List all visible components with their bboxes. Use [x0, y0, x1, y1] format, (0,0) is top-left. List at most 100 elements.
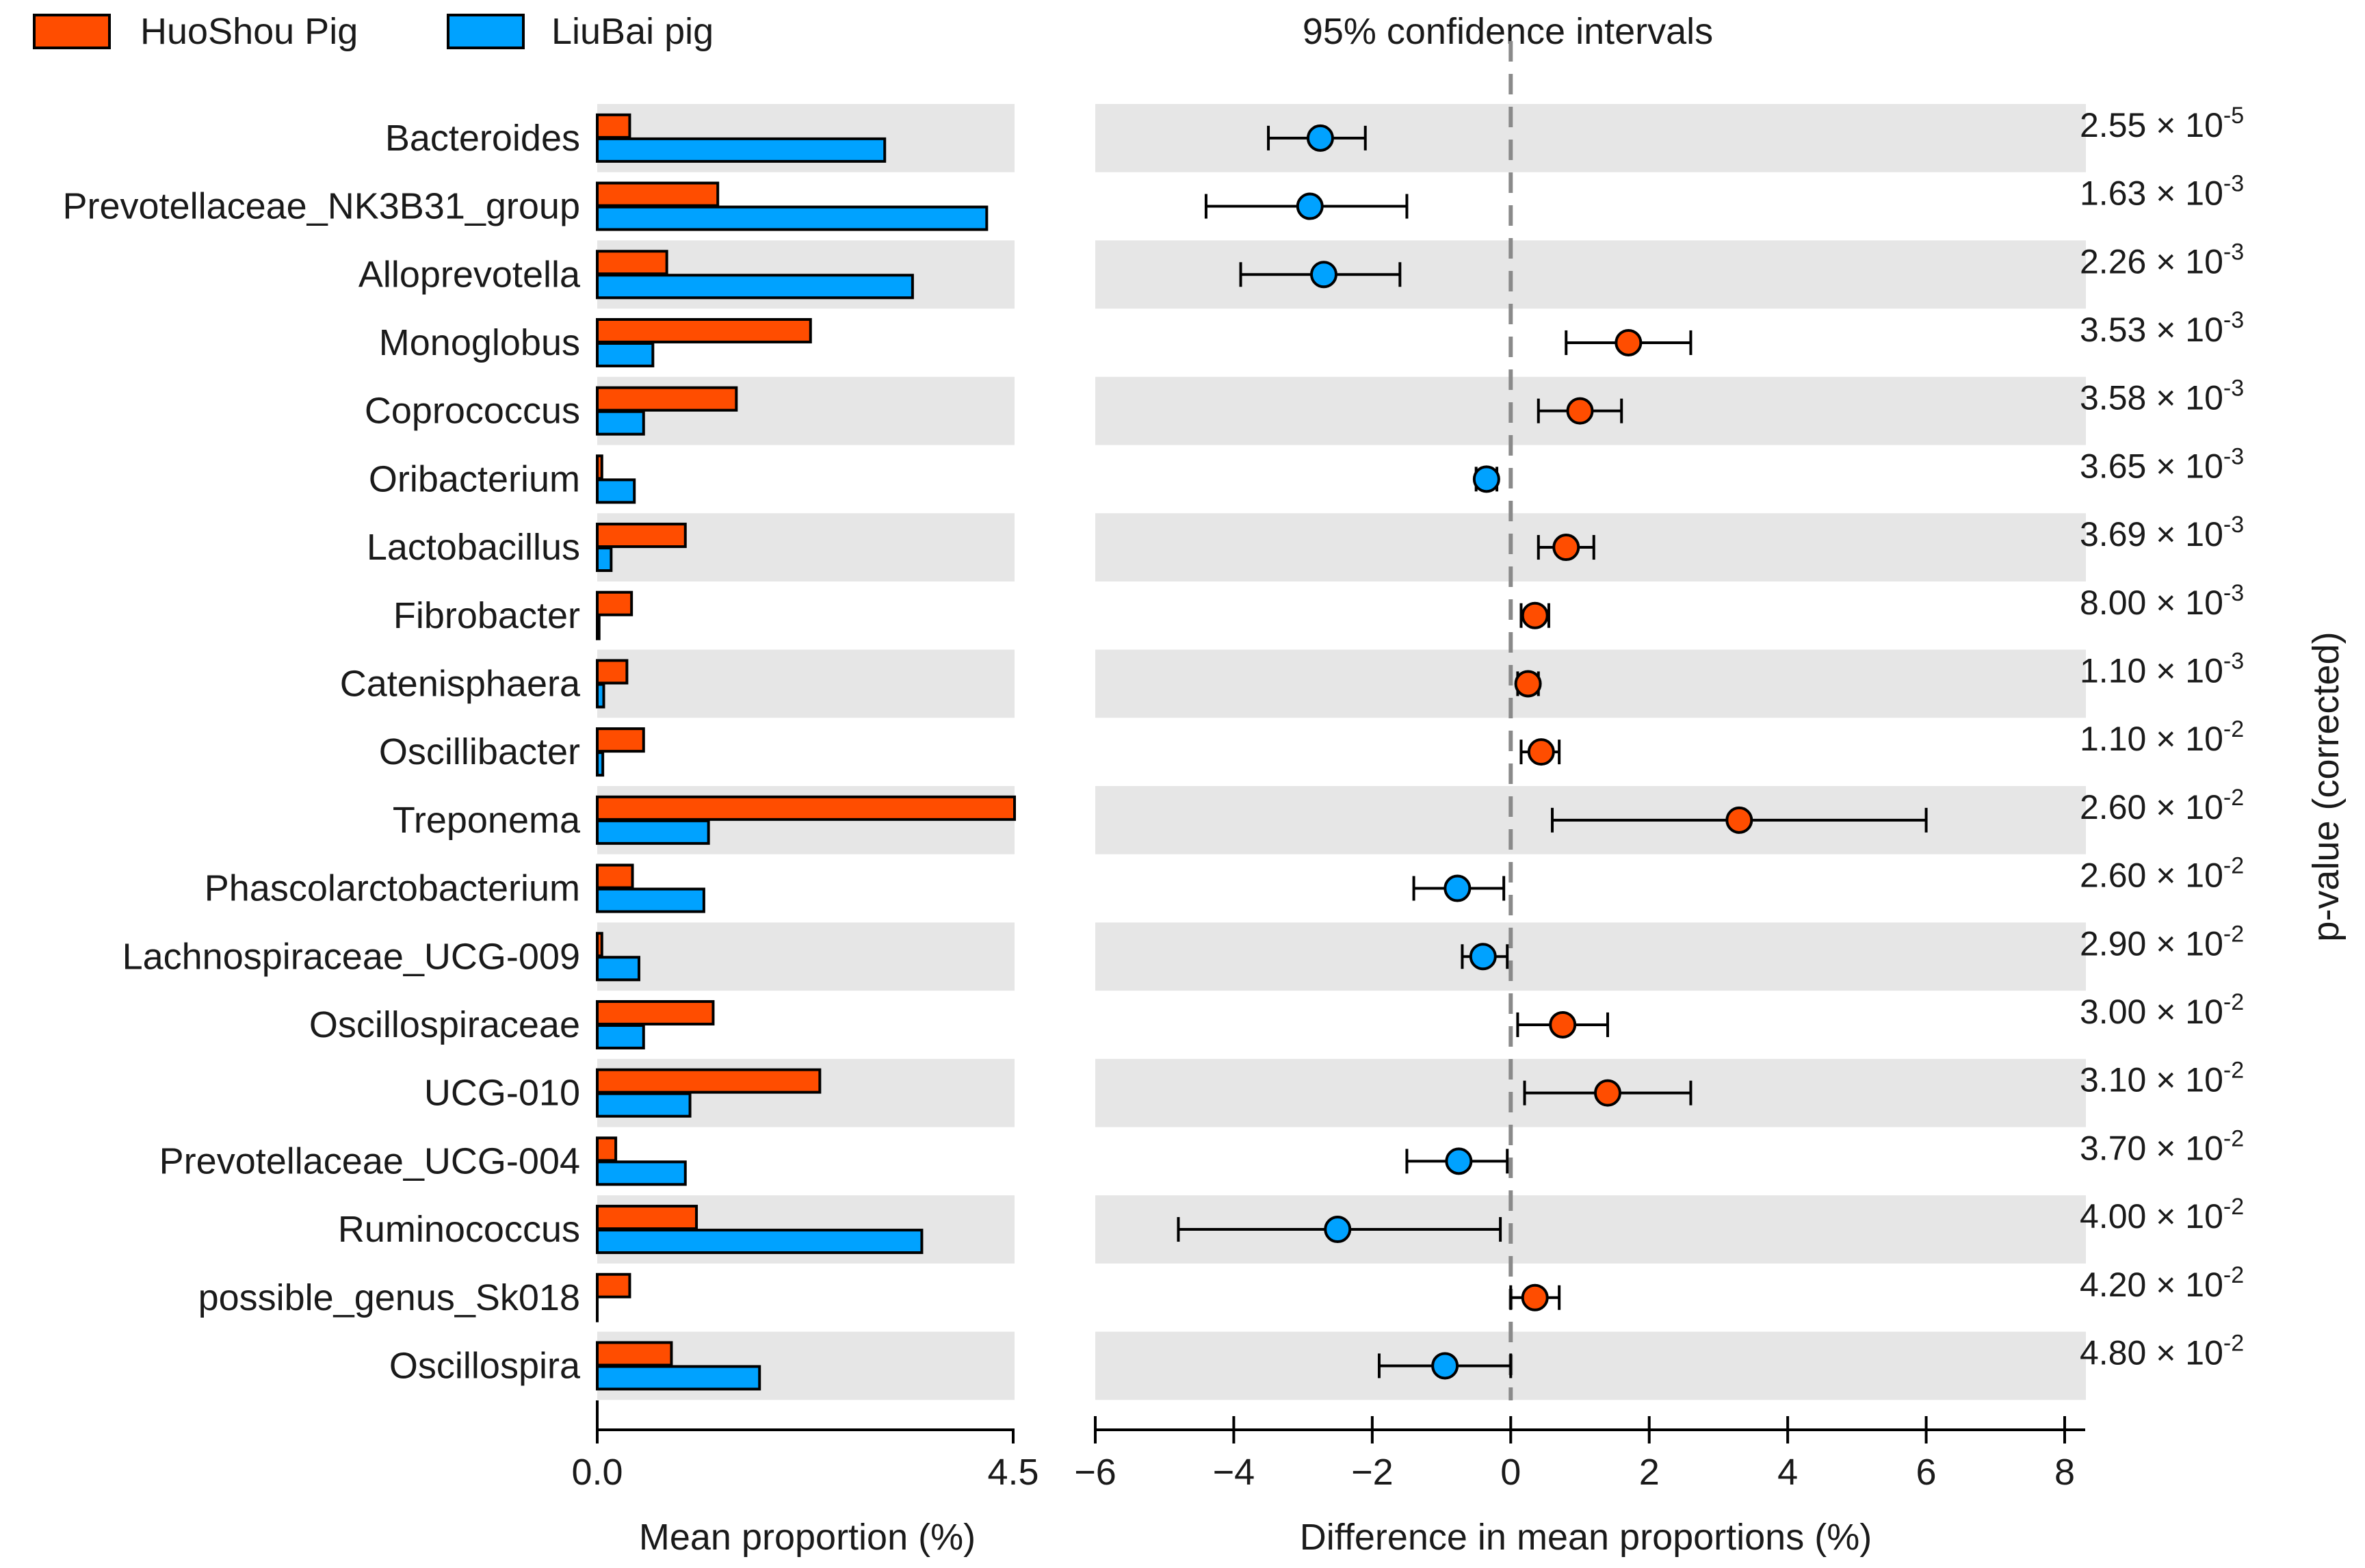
data-row: Oscillospiraceae 3.00 × 10-2 — [309, 989, 2244, 1049]
p-value: 1.10 × 10-3 — [2080, 648, 2244, 690]
bar-huoshou — [596, 727, 645, 753]
data-rows: Bacteroides 2.55 × 10-5 Prevotellaceae_NK3… — [62, 103, 2244, 1391]
p-value: 3.65 × 10-3 — [2080, 443, 2244, 485]
bar-huoshou — [596, 386, 738, 412]
diff-point — [1527, 738, 1555, 766]
legend-swatch-huoshou — [33, 14, 111, 49]
genus-label: Prevotellaceae_UCG-004 — [159, 1140, 580, 1181]
data-row: Prevotellaceae_UCG-004 3.70 × 10-2 — [159, 1125, 2244, 1186]
bar-liubai — [596, 1229, 924, 1255]
data-row: Prevotellaceae_NK3B31_group 1.63 × 10-3 — [62, 171, 2244, 231]
diff-point — [1472, 465, 1500, 493]
p-value: 1.10 × 10-2 — [2080, 716, 2244, 758]
bar-liubai — [596, 887, 705, 913]
data-row: possible_genus_Sk018 4.20 × 10-2 — [198, 1262, 2244, 1322]
p-value: 3.10 × 10-2 — [2080, 1058, 2244, 1099]
diff-point — [1593, 1079, 1621, 1107]
bar-huoshou — [596, 113, 631, 139]
p-value: 3.69 × 10-3 — [2080, 512, 2244, 553]
diff-point — [1310, 261, 1338, 289]
bar-huoshou — [596, 590, 633, 616]
data-row: Lactobacillus 3.69 × 10-3 — [367, 512, 2244, 573]
row-stripe-right — [1095, 922, 2086, 991]
row-stripe-left — [597, 922, 1015, 991]
right-tick-label: −6 — [1074, 1452, 1116, 1493]
diff-point — [1306, 124, 1334, 152]
genus-label: possible_genus_Sk018 — [198, 1277, 580, 1318]
bar-huoshou — [596, 999, 715, 1025]
bar-liubai — [596, 1160, 687, 1186]
p-value: 3.00 × 10-2 — [2080, 989, 2244, 1031]
genus-label: UCG-010 — [424, 1073, 580, 1114]
row-stripe-left — [597, 649, 1015, 718]
genus-label: Catenisphaera — [340, 663, 581, 704]
genus-label: Monoglobus — [379, 322, 580, 363]
p-value: 1.63 × 10-3 — [2080, 171, 2244, 213]
ci-title: 95% confidence intervals — [1303, 11, 1713, 52]
genus-label: Treponema — [393, 800, 581, 841]
data-row: Oscillospira 4.80 × 10-2 — [389, 1330, 2244, 1391]
diff-point — [1521, 1283, 1549, 1311]
data-row: Oribacterium 3.65 × 10-3 — [369, 443, 2244, 504]
diff-point — [1566, 397, 1594, 425]
data-row: Fibrobacter 8.00 × 10-3 — [393, 580, 2244, 640]
data-row: Phascolarctobacterium 2.60 × 10-2 — [205, 853, 2244, 913]
p-value: 3.70 × 10-2 — [2080, 1125, 2244, 1167]
p-value: 4.20 × 10-2 — [2080, 1262, 2244, 1304]
bar-huoshou — [596, 795, 1016, 821]
legend-label-liubai: LiuBai pig — [551, 11, 714, 52]
bar-huoshou — [596, 1068, 822, 1094]
pvalue-axis-label: p-value (corrected) — [2305, 631, 2347, 941]
genus-label: Oscillibacter — [379, 731, 580, 772]
diff-point — [1431, 1352, 1459, 1380]
p-value: 2.60 × 10-2 — [2080, 785, 2244, 826]
legend-swatch-liubai — [447, 14, 525, 49]
diff-point — [1296, 192, 1324, 220]
genus-label: Alloprevotella — [358, 254, 581, 295]
data-row: Alloprevotella 2.26 × 10-3 — [358, 239, 2244, 300]
bar-liubai — [596, 819, 710, 845]
genus-label: Lachnospiraceae_UCG-009 — [122, 936, 580, 977]
data-row: Lachnospiraceae_UCG-009 2.90 × 10-2 — [122, 921, 2244, 982]
bar-huoshou — [596, 181, 720, 207]
right-tick-label: −2 — [1351, 1452, 1394, 1493]
genus-label: Oscillospira — [389, 1345, 581, 1386]
bar-liubai — [596, 956, 640, 982]
bar-huoshou — [596, 1136, 618, 1162]
p-value: 8.00 × 10-3 — [2080, 580, 2244, 622]
bar-huoshou — [596, 317, 812, 343]
bar-huoshou — [596, 932, 603, 958]
p-value: 2.90 × 10-2 — [2080, 921, 2244, 963]
genus-label: Lactobacillus — [367, 527, 580, 568]
bar-liubai — [596, 683, 605, 709]
data-row: Catenisphaera 1.10 × 10-3 — [340, 648, 2244, 709]
genus-label: Prevotellaceae_NK3B31_group — [62, 186, 580, 227]
genus-label: Bacteroides — [385, 118, 580, 159]
axes: 0.0 4.5 −6 −4 −2 0 2 4 6 8 — [571, 1400, 2085, 1493]
row-stripe-right — [1095, 649, 2086, 718]
genus-label: Coprococcus — [365, 391, 580, 432]
data-row: Treponema 2.60 × 10-2 — [393, 785, 2244, 845]
bar-huoshou — [596, 863, 634, 889]
bar-liubai — [596, 137, 887, 163]
row-stripe-right — [1095, 104, 2086, 172]
right-tick-label: 8 — [2054, 1452, 2075, 1493]
data-row: Oscillibacter 1.10 × 10-2 — [379, 716, 2244, 777]
diff-point — [1552, 534, 1580, 562]
right-x-axis-label: Difference in mean proportions (%) — [1300, 1517, 1872, 1558]
p-value: 2.55 × 10-5 — [2080, 103, 2244, 144]
right-tick-label: 0 — [1500, 1452, 1521, 1493]
p-value: 2.60 × 10-2 — [2080, 853, 2244, 895]
bar-liubai — [596, 478, 636, 504]
genus-label: Phascolarctobacterium — [205, 868, 580, 909]
bar-huoshou — [596, 659, 629, 685]
left-tick-label: 4.5 — [987, 1452, 1038, 1493]
data-row: Coprococcus 3.58 × 10-3 — [365, 376, 2244, 436]
bar-liubai — [596, 1092, 692, 1118]
bar-liubai — [596, 1023, 645, 1049]
data-row: Ruminococcus 4.00 × 10-2 — [338, 1194, 2244, 1255]
diff-point — [1549, 1010, 1577, 1038]
diff-point — [1443, 874, 1472, 902]
p-value: 2.26 × 10-3 — [2080, 239, 2244, 280]
